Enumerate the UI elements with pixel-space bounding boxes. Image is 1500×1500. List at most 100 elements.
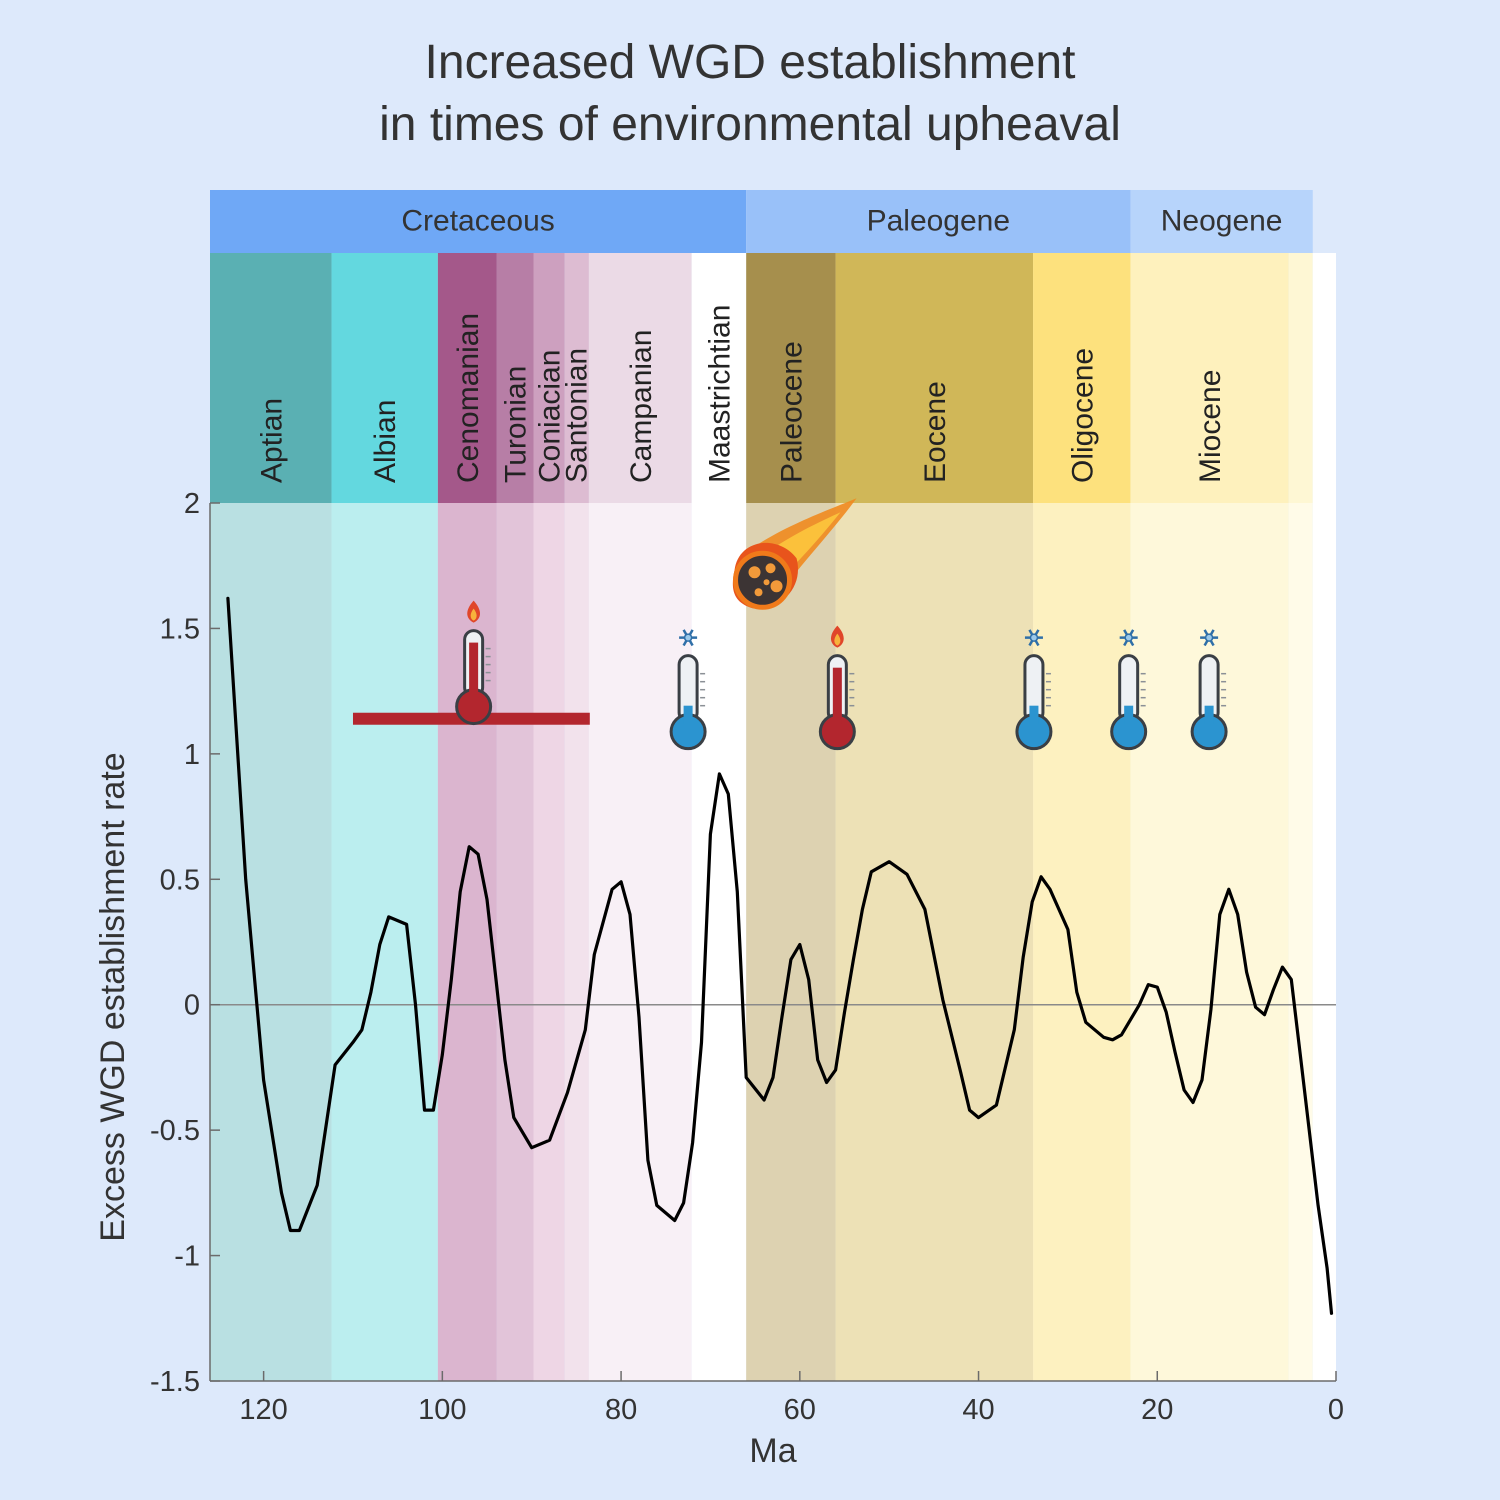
series-line xyxy=(226,596,1334,1315)
y-tick-label: 1 xyxy=(184,739,200,771)
thermometer-cold-icon xyxy=(1015,629,1053,751)
stage-block xyxy=(210,253,332,503)
stage-block xyxy=(746,253,836,503)
axes: 2 1.5 1 0.5 0 -0.5 -1 -1.5 120 100 80 60 40 20 0 xyxy=(150,488,1344,1426)
meteor-icon xyxy=(732,498,857,610)
thermometer-fill xyxy=(469,642,479,699)
thermometer-fill xyxy=(1029,705,1039,724)
y-axis-label: Excess WGD establishment rate xyxy=(94,752,132,1241)
stage-block xyxy=(437,253,497,503)
stage-label: Campanian xyxy=(625,330,658,483)
stage-block xyxy=(588,253,692,503)
stage-block xyxy=(564,253,589,503)
snowflake-icon xyxy=(1024,629,1043,647)
stage-fill xyxy=(1033,503,1131,1381)
y-tick-label: 2 xyxy=(184,488,200,520)
y-tick-label: -1.5 xyxy=(150,1366,200,1398)
snowflake-icon xyxy=(679,629,698,647)
stage-fill xyxy=(746,503,836,1381)
stage-label: Santonian xyxy=(560,348,593,483)
period-label: Paleogene xyxy=(867,204,1010,237)
x-tick-label: 120 xyxy=(239,1394,287,1426)
x-tick-label: 0 xyxy=(1328,1394,1344,1426)
flame-core-icon xyxy=(470,608,477,621)
thermometer-fill xyxy=(832,667,842,724)
snowflake-center xyxy=(1029,633,1039,642)
stage-label: Albian xyxy=(369,400,402,483)
period-block xyxy=(1130,190,1313,253)
meteor-crater xyxy=(754,588,763,597)
stage-fill xyxy=(1312,503,1336,1381)
stage-fill xyxy=(588,503,692,1381)
thermometer-fill xyxy=(1124,705,1134,724)
meteor-crater xyxy=(763,579,770,586)
series xyxy=(226,596,1334,1315)
stage-fill xyxy=(564,503,589,1381)
stage-label: Coniacian xyxy=(534,350,567,483)
period-label: Neogene xyxy=(1161,204,1283,237)
stage-block xyxy=(331,253,438,503)
snowflake-center xyxy=(1204,633,1214,642)
stage-block xyxy=(1312,253,1336,503)
snowflake-icon xyxy=(1119,629,1138,647)
snowflake-center xyxy=(683,633,693,642)
plot-area-background xyxy=(210,503,1336,1381)
stage-block xyxy=(1130,253,1289,503)
title-line: in times of environmental upheaval xyxy=(379,98,1121,151)
stage-block xyxy=(691,253,747,503)
x-tick-label: 100 xyxy=(418,1394,466,1426)
stage-label: Eocene xyxy=(919,381,952,483)
stage-fill xyxy=(691,503,747,1381)
y-tick-label: -0.5 xyxy=(150,1115,200,1147)
x-tick-label: 40 xyxy=(962,1394,994,1426)
thermometer-cold-icon xyxy=(1190,629,1228,751)
x-tick-label: 60 xyxy=(784,1394,816,1426)
period-block xyxy=(210,190,747,253)
stage-label: Oligocene xyxy=(1066,348,1099,483)
stage-fill xyxy=(533,503,565,1381)
snowflake-center xyxy=(1124,633,1133,642)
stage-block xyxy=(1033,253,1131,503)
stage-fill xyxy=(210,503,332,1381)
stage-fill xyxy=(496,503,534,1381)
stage-label: Turonian xyxy=(500,366,533,483)
stage-fill xyxy=(331,503,438,1381)
stage-label: Maastrichtian xyxy=(703,305,736,483)
period-label: Cretaceous xyxy=(401,204,554,237)
stage-band: Aptian Albian Cenomanian Turonian ConiacianS… xyxy=(210,253,1336,503)
y-tick-label: 0.5 xyxy=(160,864,200,896)
stage-block xyxy=(835,253,1034,503)
thermometer-fill xyxy=(683,705,693,724)
meteor-crater xyxy=(748,566,761,579)
x-axis-label: Ma xyxy=(749,1432,796,1470)
y-tick-label: 0 xyxy=(184,990,200,1022)
stage-fill xyxy=(1130,503,1289,1381)
y-tick-label: 1.5 xyxy=(160,613,200,645)
snowflake-icon xyxy=(1200,629,1219,647)
y-tick-label: -1 xyxy=(174,1241,200,1273)
x-tick-label: 80 xyxy=(605,1394,637,1426)
stage-label: Cenomanian xyxy=(452,313,485,483)
thermometer-hot-icon xyxy=(818,625,856,751)
thermometer-fill xyxy=(1204,705,1214,724)
thermometer-hot-icon xyxy=(455,600,493,726)
x-tick-label: 20 xyxy=(1141,1394,1173,1426)
thermometer-cold-icon xyxy=(669,629,707,751)
stage-fill xyxy=(1288,503,1313,1381)
stage-block xyxy=(496,253,534,503)
stage-block xyxy=(533,253,565,503)
meteor-crater xyxy=(770,580,783,593)
stage-label: Miocene xyxy=(1194,370,1227,483)
stage-block xyxy=(1288,253,1313,503)
meteor-rock xyxy=(733,550,793,610)
stage-label: Aptian xyxy=(255,398,288,483)
period-block xyxy=(746,190,1131,253)
stage-label: Paleocene xyxy=(775,341,808,483)
period-band: Cretaceous Paleogene Neogene xyxy=(210,190,1313,253)
title-line: Increased WGD establishment xyxy=(425,36,1076,89)
event-icons xyxy=(455,498,1228,751)
meteor-crater xyxy=(765,563,776,574)
thermometer-cold-icon xyxy=(1110,629,1148,751)
flame-core-icon xyxy=(834,633,841,646)
